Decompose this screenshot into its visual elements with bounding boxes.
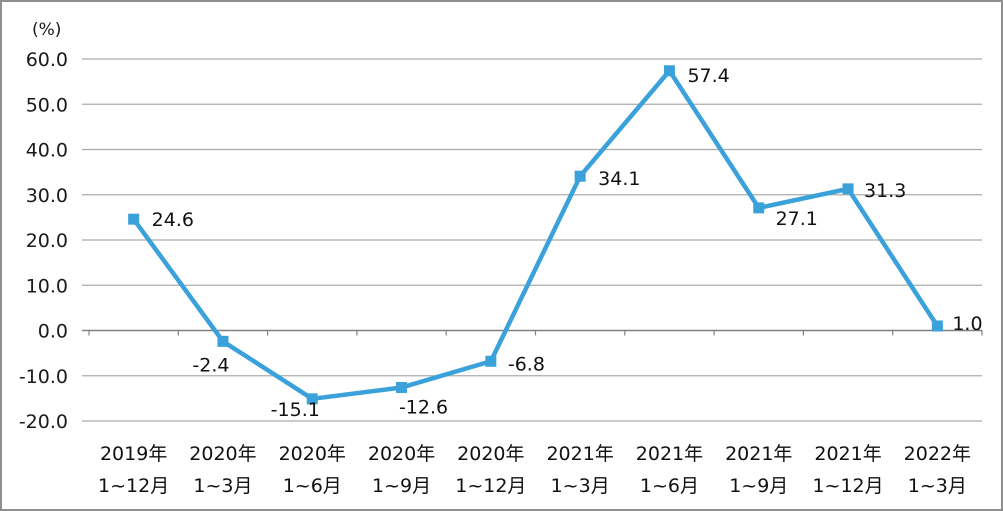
data-point-marker [842, 183, 854, 195]
data-point-label: 57.4 [687, 65, 729, 87]
x-axis-label-year: 2022年 [904, 443, 971, 465]
x-axis-label-year: 2020年 [368, 443, 435, 465]
y-tick-label: 0.0 [38, 321, 68, 343]
y-tick-label: 60.0 [26, 49, 68, 71]
x-axis-label-year: 2021年 [725, 443, 792, 465]
data-point-label: 34.1 [598, 168, 640, 190]
x-axis-label-months: 1~6月 [283, 475, 342, 497]
x-axis-label-months: 1~9月 [372, 475, 431, 497]
data-point-marker [931, 320, 943, 332]
x-axis-label-months: 1~9月 [729, 475, 788, 497]
x-axis-label-months: 1~12月 [812, 475, 883, 497]
y-tick-label: 20.0 [26, 230, 68, 252]
data-point-marker [396, 382, 408, 394]
data-point-marker [574, 170, 586, 182]
x-axis-label-months: 1~3月 [551, 475, 610, 497]
data-point-marker [663, 65, 675, 77]
y-tick-label: 50.0 [26, 94, 68, 116]
x-axis-label-months: 1~6月 [640, 475, 699, 497]
y-tick-label: -10.0 [19, 366, 68, 388]
data-point-label: -2.4 [192, 354, 229, 376]
data-line [131, 68, 940, 402]
x-axis-label-year: 2021年 [636, 443, 703, 465]
data-point-label: 31.3 [864, 180, 906, 202]
data-point-label: -6.8 [508, 353, 545, 375]
x-axis-label-year: 2020年 [189, 443, 256, 465]
x-axis-label-year: 2020年 [279, 443, 346, 465]
x-axis-label-months: 1~3月 [908, 475, 967, 497]
y-tick-label: -20.0 [19, 411, 68, 433]
data-point-label: 24.6 [152, 209, 194, 231]
x-axis-label-year: 2021年 [814, 443, 881, 465]
y-tick-label: 30.0 [26, 185, 68, 207]
y-tick-label: 10.0 [26, 275, 68, 297]
x-axis-label-months: 1~12月 [455, 475, 526, 497]
y-tick-label: 40.0 [26, 140, 68, 162]
data-point-marker [128, 213, 140, 225]
x-axis-label-months: 1~12月 [98, 475, 169, 497]
data-point-marker [753, 202, 765, 214]
data-point-marker [217, 335, 229, 347]
x-axis-label-year: 2020年 [457, 443, 524, 465]
x-axis-label-months: 1~3月 [193, 475, 252, 497]
data-point-label: -12.6 [399, 397, 448, 419]
data-point-label: 27.1 [776, 208, 818, 230]
data-point-label: 1.0 [952, 313, 982, 335]
data-point-label: -15.1 [271, 399, 320, 421]
data-point-marker [306, 393, 318, 405]
x-axis-label-year: 2019年 [100, 443, 167, 465]
y-axis-unit-label: (%) [32, 20, 62, 40]
data-point-marker [485, 355, 497, 367]
x-axis-label-year: 2021年 [546, 443, 613, 465]
